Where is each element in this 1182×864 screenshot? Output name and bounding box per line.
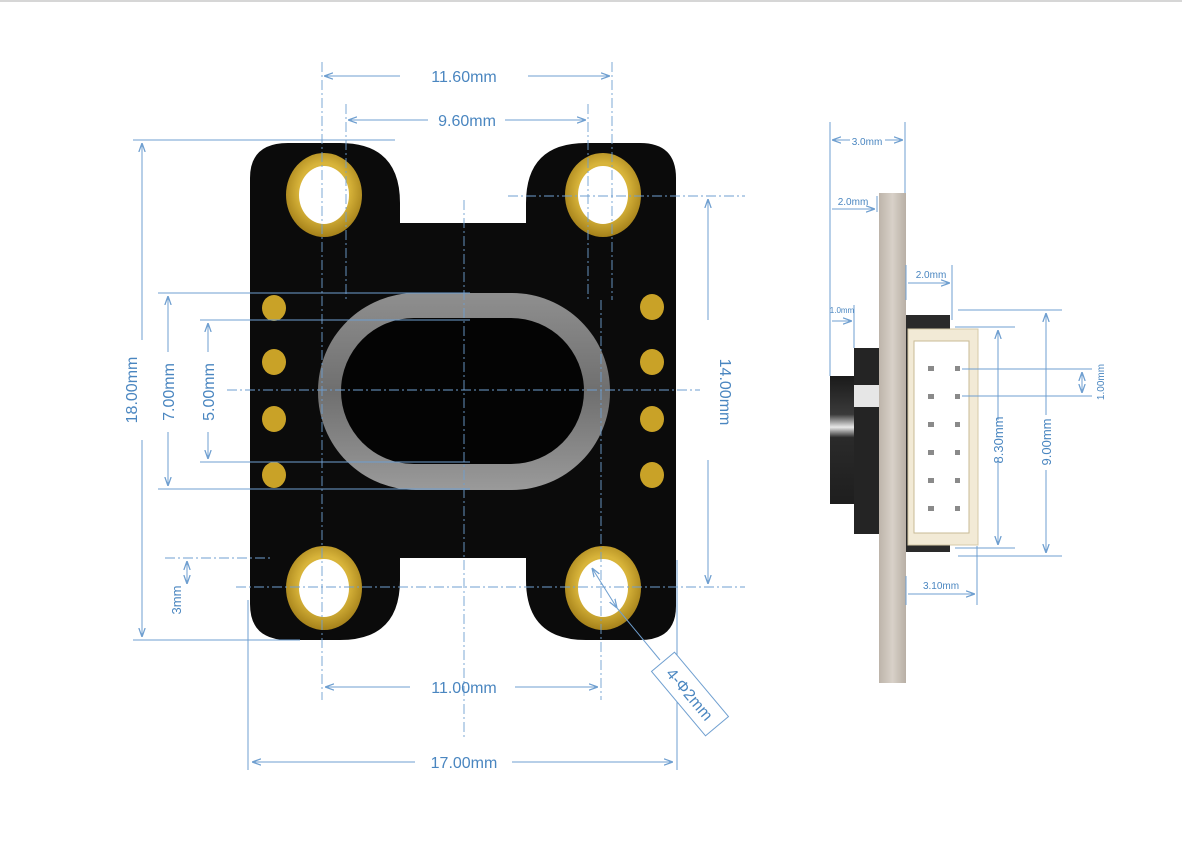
side-dim-label-3-0: 3.0mm <box>852 137 883 148</box>
side-pcb-plate <box>879 193 906 683</box>
dim-label-18-00: 18.00mm <box>124 357 141 424</box>
side-dimension-lines <box>829 122 1092 605</box>
side-connector-inner <box>913 340 970 534</box>
right-pad-row <box>640 294 664 488</box>
side-dim-label-3-10: 3.10mm <box>923 581 959 592</box>
dim-label-11-60: 11.60mm <box>431 69 497 86</box>
front-extension-lines <box>133 139 678 770</box>
slot-opening <box>341 318 584 464</box>
side-knob-body <box>854 348 879 534</box>
mount-hole-top-left <box>286 153 362 237</box>
side-view: 3.0mm 2.0mm 2.0mm 1.0mm 1.00mm 8.30mm 9.… <box>829 122 1107 683</box>
dim-label-11-00: 11.00mm <box>431 680 497 697</box>
dim-label-5-00: 5.00mm <box>201 363 218 421</box>
dim-label-17-00: 17.00mm <box>431 755 498 772</box>
top-border <box>0 0 1182 2</box>
side-dim-label-1-0: 1.0mm <box>830 306 855 315</box>
left-pad-row <box>262 295 286 488</box>
dim-label-3mm: 3mm <box>169 586 184 615</box>
mount-hole-bottom-left <box>286 546 362 630</box>
side-knob <box>830 376 854 504</box>
front-center-lines <box>165 62 745 740</box>
side-connector-pins <box>928 366 960 511</box>
dim-label-7-00: 7.00mm <box>161 363 178 421</box>
mount-hole-top-right <box>565 153 641 237</box>
side-dim-label-8-30: 8.30mm <box>991 417 1006 464</box>
front-view: 4-Φ2mm 11.60mm 9.60mm 18.00mm 7.00mm 5.0… <box>124 62 745 772</box>
side-dim-label-1-00: 1.00mm <box>1096 364 1107 400</box>
side-dim-label-2-0-b: 2.0mm <box>916 270 947 281</box>
dim-label-9-60: 9.60mm <box>438 113 496 130</box>
side-dim-label-2-0-a: 2.0mm <box>838 197 869 208</box>
front-dimension-arrows <box>142 76 708 762</box>
side-dim-label-9-00: 9.00mm <box>1039 419 1054 466</box>
dim-label-14-00: 14.00mm <box>716 359 733 426</box>
hole-callout: 4-Φ2mm <box>650 651 730 737</box>
mount-hole-bottom-right <box>565 546 641 630</box>
